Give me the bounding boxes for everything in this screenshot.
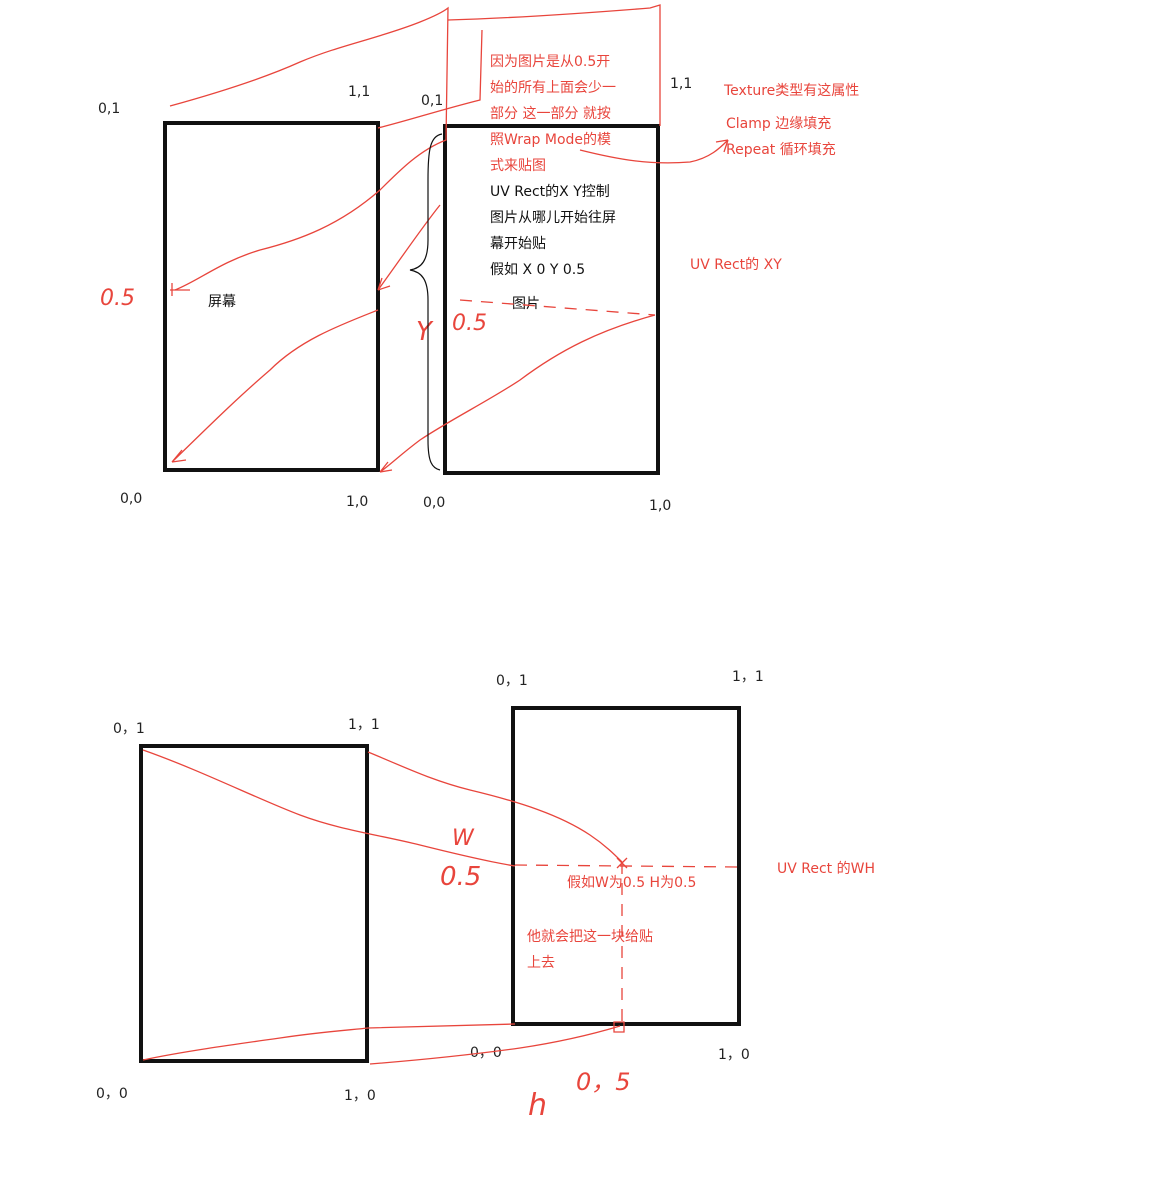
texture-note-repeat: Repeat 循环填充 [726, 142, 836, 158]
top-image-bottom-curve [379, 314, 656, 473]
top-image-corner-br: 1,0 [649, 498, 671, 514]
texture-note-title: Texture类型有这属性 [723, 82, 859, 99]
top-screen-box [163, 121, 380, 472]
bottom-center-point [616, 857, 628, 869]
top-wrap-note-line-1: 因为图片是从0.5开 [490, 54, 610, 70]
texture-note-arrow [579, 139, 729, 164]
bottom-bottom-curve-left [142, 1023, 516, 1061]
top-xy-note-line-4: 假如 X 0 Y 0.5 [490, 262, 585, 278]
top-wrap-note-line-3: 部分 这一部分 就按 [490, 105, 611, 122]
handwritten-w-value: 0.5 [440, 862, 481, 892]
bottom-screen-corner-br: 1，0 [344, 1088, 376, 1104]
top-screen-corner-tr: 1,1 [348, 84, 370, 100]
top-wrap-note-line-4: 照Wrap Mode的模 [490, 132, 611, 148]
texture-property-note: Texture类型有这属性 Clamp 边缘填充 Repeat 循环填充 [723, 82, 859, 158]
handwritten-half-right: 0.5 [452, 311, 487, 336]
bottom-screen-corner-tr: 1，1 [348, 717, 380, 733]
top-middle-arrow [377, 204, 441, 291]
top-screen-bottom-curve [171, 309, 379, 463]
top-screen-arrow-tick [170, 283, 190, 296]
top-shifted-frame-left-edge [169, 6, 449, 291]
wh-example-note: 假如W为0.5 H为0.5 [567, 875, 696, 891]
top-xy-note-line-1: UV Rect的X Y控制 [490, 184, 610, 200]
top-image-corner-tr: 1,1 [670, 76, 692, 92]
top-screen-corner-br: 1,0 [346, 494, 368, 510]
bottom-screen-corner-tl: 0，1 [113, 721, 145, 737]
top-wrap-note: 因为图片是从0.5开 始的所有上面会少一 部分 这一部分 就按 照Wrap Mo… [490, 54, 616, 174]
top-half-line [459, 299, 656, 316]
handwritten-y: Y [416, 317, 434, 347]
top-brace [409, 133, 443, 471]
bottom-w-dashed-line [514, 864, 741, 868]
bottom-top-left-curve [142, 749, 516, 867]
bottom-image-corner-br: 1，0 [718, 1047, 750, 1063]
handwritten-half-left: 0.5 [100, 286, 135, 311]
top-screen-corner-tl: 0,1 [98, 101, 120, 117]
top-image-box [443, 124, 660, 475]
bottom-section: 0，1 1，1 0，0 1，0 0，1 1，1 0，0 1，0 假如W为0.5 … [96, 669, 875, 1123]
top-screen-corner-bl: 0,0 [120, 491, 142, 507]
top-right-inner-frame [377, 29, 483, 129]
top-xy-note-line-2: 图片从哪儿开始往屏 [490, 210, 616, 226]
handwritten-h: h [528, 1088, 547, 1123]
paste-note-line-1: 他就会把这一块给贴 [527, 928, 653, 945]
top-image-corner-tl: 0,1 [421, 93, 443, 109]
bottom-top-right-curve [367, 751, 623, 863]
uv-rect-wh-label: UV Rect 的WH [777, 861, 875, 877]
top-xy-note: UV Rect的X Y控制 图片从哪儿开始往屏 幕开始贴 假如 X 0 Y 0.… [490, 184, 616, 278]
bottom-bottom-curve-right [369, 1025, 621, 1065]
handwritten-h-value: 0，5 [576, 1068, 631, 1096]
top-right-frame [447, 4, 661, 126]
bottom-image-corner-tr: 1，1 [732, 669, 764, 685]
bottom-h-marker [613, 1021, 625, 1033]
paste-note-line-2: 上去 [527, 955, 555, 971]
top-screen-label: 屏幕 [208, 294, 236, 310]
top-xy-note-line-3: 幕开始贴 [490, 236, 546, 252]
handwritten-w: W [452, 826, 475, 851]
bottom-screen-corner-bl: 0，0 [96, 1086, 128, 1102]
top-image-corner-bl: 0,0 [423, 495, 445, 511]
bottom-image-corner-tl: 0，1 [496, 673, 528, 689]
uv-rect-xy-label: UV Rect的 XY [690, 257, 782, 273]
top-image-label: 图片 [512, 296, 540, 312]
top-wrap-note-line-5: 式来贴图 [490, 158, 546, 174]
bottom-screen-box [139, 744, 369, 1063]
top-wrap-note-line-2: 始的所有上面会少一 [490, 80, 616, 96]
top-section: 屏幕 图片 0,1 1,1 0,0 1,0 0,1 1,1 0,0 1,0 因为… [98, 4, 859, 514]
texture-note-clamp: Clamp 边缘填充 [726, 116, 831, 132]
